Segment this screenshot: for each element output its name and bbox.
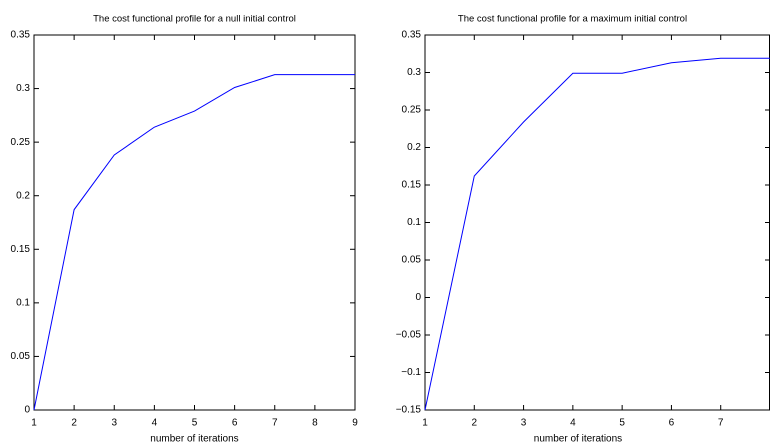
y-tick-label: 0.05 [11,351,31,362]
x-tick-label: 7 [272,418,278,429]
y-tick-label: 0.2 [407,142,421,153]
y-tick-label: 0 [415,292,421,303]
x-tick-label: 6 [232,418,238,429]
data-line [424,57,770,411]
y-tick-label: 0.15 [402,180,422,191]
x-tick-label: 2 [71,418,77,429]
chart-title: The cost functional profile for a maximu… [458,14,687,25]
y-tick-label: 0.2 [16,190,30,201]
y-tick-label: −0.05 [396,330,422,341]
data-line [33,74,355,411]
x-axis-label: number of iterations [534,434,622,445]
x-tick-label: 5 [192,418,198,429]
x-tick-label: 2 [472,418,478,429]
x-tick-label: 6 [669,418,675,429]
y-tick-label: 0 [24,405,30,416]
y-tick-label: 0.15 [11,244,31,255]
x-tick-label: 3 [111,418,117,429]
plot-box [33,34,356,411]
y-tick-label: 0.1 [16,297,30,308]
chart-title: The cost functional profile for a null i… [93,14,296,25]
y-tick-label: 0.35 [11,30,31,41]
x-tick-label: 5 [619,418,625,429]
x-tick-label: 4 [152,418,158,429]
y-tick-label: 0.25 [402,105,422,116]
x-tick-label: 4 [570,418,576,429]
y-tick-label: 0.1 [407,217,421,228]
x-tick-label: 9 [352,418,358,429]
x-tick-label: 8 [312,418,318,429]
x-tick-label: 3 [521,418,527,429]
y-tick-label: −0.1 [401,367,421,378]
x-axis-label: number of iterations [150,434,238,445]
y-tick-label: 0.05 [402,255,422,266]
x-tick-label: 7 [718,418,724,429]
x-tick-label: 1 [31,418,37,429]
y-tick-label: 0.25 [11,137,31,148]
y-tick-label: −0.15 [396,405,422,416]
x-tick-label: 1 [422,418,428,429]
plot-box [424,34,770,411]
y-tick-label: 0.3 [407,67,421,78]
y-tick-label: 0.35 [402,30,422,41]
y-tick-label: 0.3 [16,83,30,94]
